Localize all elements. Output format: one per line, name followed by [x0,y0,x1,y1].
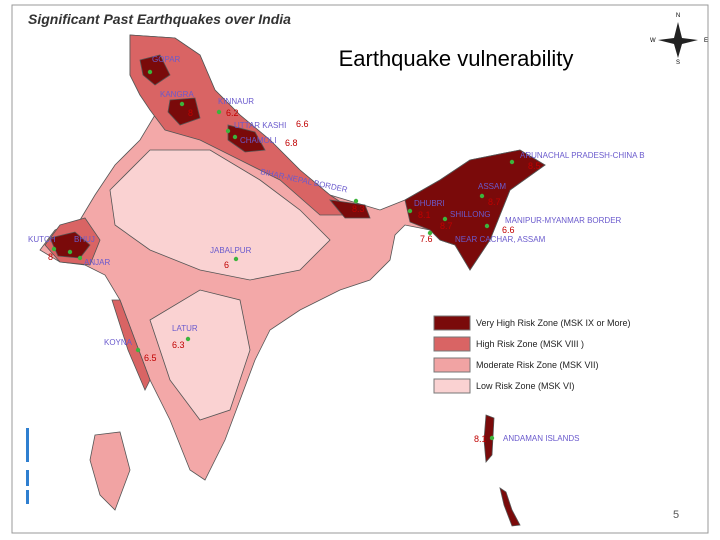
place-label: KANGRA [160,90,194,99]
epicenter-dot [407,208,413,214]
india-map [39,34,546,527]
legend-label: Very High Risk Zone (MSK IX or More) [476,318,631,328]
place-label: JABALPUR [210,246,252,255]
place-label: ANDAMAN ISLANDS [503,434,579,443]
magnitude: 8.5 [528,161,541,171]
epicenter-dot [225,128,231,134]
place-label: GOPAR [152,55,181,64]
legend-label: High Risk Zone (MSK VIII ) [476,339,584,349]
epicenter-dot [232,134,238,140]
compass: N E S W [650,13,708,66]
legend-swatch [433,336,471,352]
place-label: ARUNACHAL PRADESH-CHINA B [520,151,645,160]
magnitude: 8.1 [418,210,431,220]
legend-swatch [433,378,471,394]
place-label: KUTCH [28,235,56,244]
magnitude: 6.6 [296,119,309,129]
legend-label: Low Risk Zone (MSK VI) [476,381,575,391]
magnitude: 8.7 [488,197,501,207]
epicenter-dot [67,249,73,255]
place-label: MANIPUR-MYANMAR BORDER [505,216,622,225]
legend-swatch [433,357,471,373]
epicenter-dot [51,246,57,252]
place-label: ANJAR [84,258,110,267]
epicenter-dot [479,193,485,199]
epicenter-dot [353,198,359,204]
magnitude: 8.3 [352,204,365,214]
epicenter-dot [509,159,515,165]
epicenter-dot [427,230,433,236]
epicenter-dot [77,255,83,261]
legend-label: Moderate Risk Zone (MSK VII) [476,360,599,370]
place-label: KOYNA [104,338,133,347]
magnitude: 8 [48,252,53,262]
place-label: CHAMOLI [240,136,276,145]
compass-e: E [704,38,708,44]
epicenter-dot [147,69,153,75]
place-label: ASSAM [478,182,506,191]
magnitude: 6.2 [226,108,239,118]
magnitude: 6.6 [502,225,515,235]
place-label: DHUBRI [414,199,445,208]
place-label: LATUR [172,324,198,333]
overlay-title: Earthquake vulnerability [339,46,574,71]
place-label: NEAR CACHAR, ASSAM [455,235,546,244]
page-number: 5 [673,509,679,521]
place-label: SHILLONG [450,210,490,219]
compass-w: W [650,38,656,44]
epicenter-dot [216,109,222,115]
legend-swatch [433,315,471,331]
epicenter-dot [135,347,141,353]
magnitude: 7.6 [420,234,433,244]
magnitude: 8.7 [440,221,453,231]
title: Significant Past Earthquakes over India [28,11,291,27]
place-label: BHUJ [74,235,95,244]
legend: Very High Risk Zone (MSK IX or More) High… [433,315,631,394]
epicenter-dot [442,216,448,222]
magnitude: 8.1 [474,434,487,444]
epicenter-dot [233,256,239,262]
blue-bars [26,428,29,504]
magnitude: 6.3 [172,340,185,350]
place-label: KINNAUR [218,97,254,106]
epicenter-dot [185,336,191,342]
place-label: UTTAR KASHI [234,121,286,130]
epicenter-dot [489,435,495,441]
magnitude: 6 [224,260,229,270]
compass-s: S [676,60,680,66]
epicenter-dot [179,101,185,107]
compass-n: N [676,13,680,19]
magnitude: 6.8 [285,138,298,148]
epicenter-dot [484,223,490,229]
magnitude: 6.5 [144,353,157,363]
magnitude: 8 [188,108,193,118]
